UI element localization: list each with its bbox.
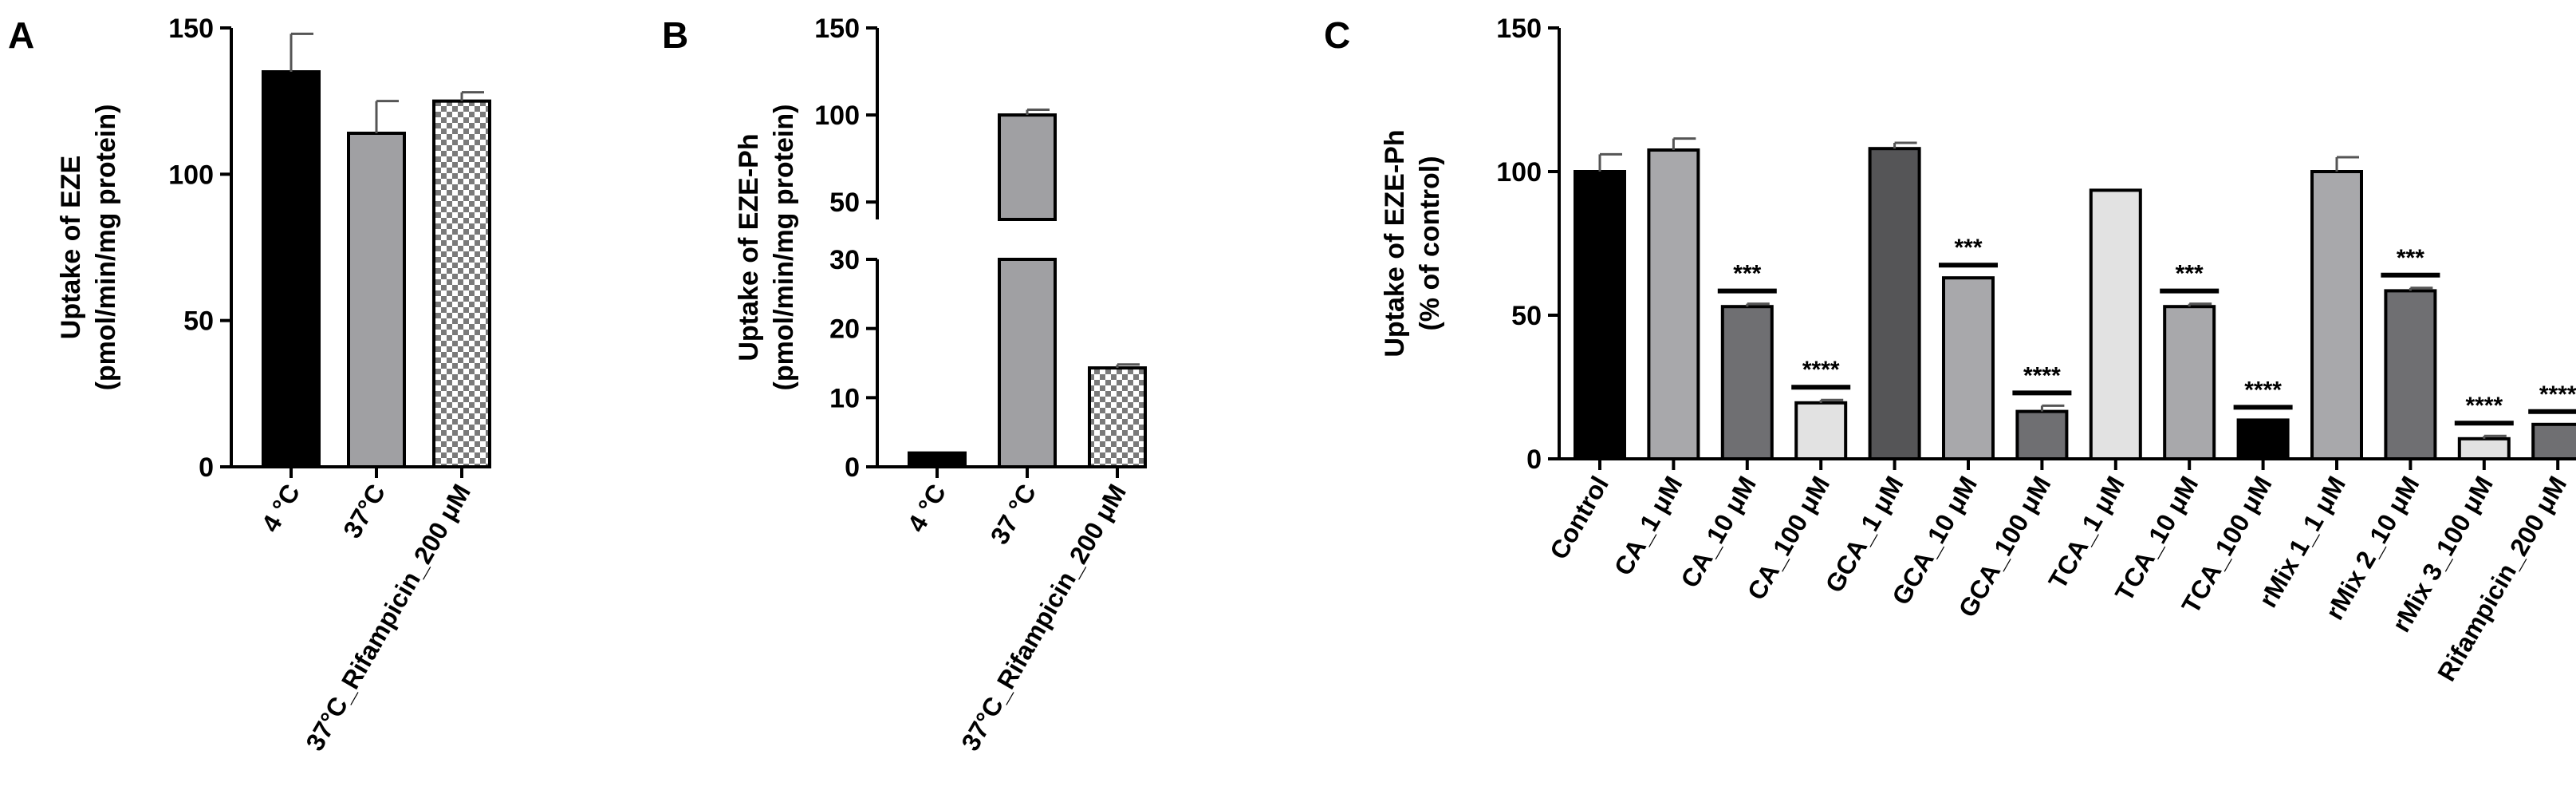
significance-label-3: **** [1802,357,1840,383]
bar-0 [908,451,967,469]
bar-6 [2015,409,2069,460]
x-tick-label-2: 37°C_Rifampicin_200 μM [955,480,1132,756]
y-tick-label: 50 [1511,301,1542,331]
y-axis-title: Uptake of EZE-Ph (pmol/min/mg protein) [734,105,799,391]
x-tick-label-2: CA_10 μM [1675,472,1762,593]
y-axis-title: Uptake of EZE-Ph (% of control) [1380,129,1445,357]
bar-13 [2531,422,2576,460]
y-tick-label: 100 [168,160,214,190]
y-axis-title: Uptake of EZE (pmol/min/mg protein) [56,105,121,391]
x-tick-label-7: TCA_1 μM [2042,472,2129,595]
bar-7 [2089,188,2142,460]
y-tick-label: 0 [845,452,860,483]
bar-12 [2457,437,2511,460]
y-tick-label: 0 [1526,444,1542,475]
bar-3 [1794,401,1848,460]
y-tick-label: 50 [829,188,860,218]
x-tick-label-0: 4 °C [256,480,305,537]
y-tick-label: 150 [814,14,860,44]
panel-label: C [1324,14,1350,56]
bar-1-upper [998,113,1057,221]
bar-9 [2236,418,2290,461]
panel-a: A 0 50 100 150 Uptake of EZE (pmol/min/mg prot… [8,14,491,756]
x-tick-label-1: CA_1 μM [1609,472,1688,581]
bar-10 [2310,170,2363,460]
significance-label-8: *** [2176,261,2204,287]
panel-c: C 0 50 100 150 Uptake of EZE-Ph (% of control)… [1324,14,2576,686]
significance-label-9: **** [2244,377,2282,403]
y-tick-label: 100 [1496,157,1542,188]
significance-label-11: *** [2397,245,2424,271]
x-tick-label-1: 37 °C [985,480,1042,550]
x-tick-label-0: 4 °C [902,480,951,537]
y-tick-label: 150 [1496,14,1542,44]
panel-label: B [662,14,688,56]
significance-label-12: **** [2465,393,2503,419]
y-axis-title-line: (pmol/min/mg protein) [769,105,799,391]
y-tick-label: 10 [829,383,860,413]
y-axis-title-line: (% of control) [1415,156,1445,330]
bar-1 [1647,148,1700,460]
y-axis-title-line: Uptake of EZE-Ph [734,133,764,361]
y-tick-label: 30 [829,245,860,275]
significance-label-6: **** [2023,362,2061,389]
bar-5 [1942,276,1995,461]
y-tick-label: 0 [199,452,214,483]
y-axis-title-line: (pmol/min/mg protein) [91,105,121,391]
y-tick-label: 100 [814,101,860,131]
bar-11 [2384,289,2437,460]
x-tick-label-2: 37°C_Rifampicin_200 μM [300,480,476,756]
bar-0 [262,70,321,468]
panel-label: A [8,14,34,56]
y-tick-label: 50 [183,306,214,337]
bar-1 [347,132,406,468]
bar-0 [1574,170,1626,460]
bar-8 [2163,305,2216,461]
y-tick-label: 150 [168,14,214,44]
bar-1-lower [998,258,1057,468]
bar-4 [1868,147,1921,460]
significance-label-13: **** [2539,381,2576,408]
significance-label-5: *** [1954,235,1982,261]
bar-2 [1720,305,1774,461]
y-axis-title-line: Uptake of EZE-Ph [1380,129,1410,357]
x-tick-label-1: 37°C [337,480,391,543]
significance-label-2: *** [1733,261,1761,287]
y-axis-title-line: Uptake of EZE [56,156,86,339]
x-tick-label-0: Control [1544,472,1614,565]
panel-b: B 0 10 20 30 50 100 150 Uptake of EZE-Ph (pmol/mi… [662,14,1147,756]
bar-2 [1088,366,1147,469]
bar-2 [432,99,491,469]
y-tick-label: 20 [829,314,860,345]
x-tick-label-13: Rifampicin_200 μM [2432,472,2572,686]
